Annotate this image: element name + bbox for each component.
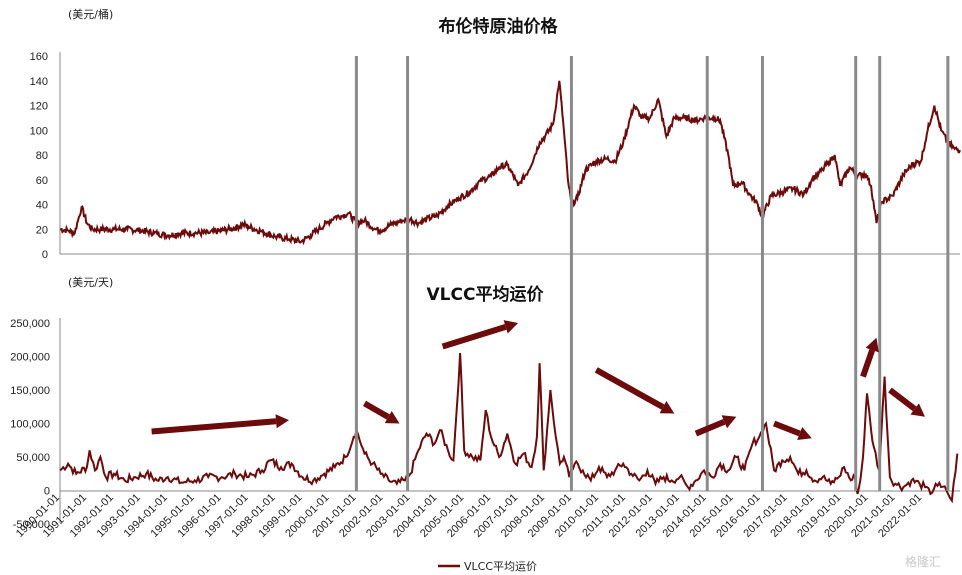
brent-y-tick-label: 40 <box>36 200 48 212</box>
vlcc-y-tick-label: 50,000 <box>16 452 50 464</box>
vlcc-title: VLCC平均运价 <box>427 284 545 305</box>
trend-arrow-shaft <box>594 367 665 410</box>
vlcc-y-tick-label: 100,000 <box>10 419 50 431</box>
vlcc-y-tick-label: 250,000 <box>10 318 50 330</box>
brent-price-panel: (美元/桶) 布伦特原油价格 0 20 40 60 80 100 120 140 160 <box>30 7 961 261</box>
brent-y-tick-label: 80 <box>36 150 48 162</box>
trend-arrow-head <box>865 337 879 353</box>
brent-y-tick-label: 160 <box>30 51 48 63</box>
trend-arrow-shaft <box>151 418 277 435</box>
legend: VLCC平均运价 <box>438 560 537 573</box>
brent-y-tick-label: 140 <box>30 76 48 88</box>
vlcc-y-unit: (美元/天) <box>68 276 113 289</box>
trend-arrow-shaft <box>362 400 390 420</box>
brent-y-unit: (美元/桶) <box>68 7 113 21</box>
trend-arrow-head <box>659 401 675 414</box>
brent-y-tick-label: 100 <box>30 125 48 137</box>
vlcc-y-tick-label: 0 <box>44 486 50 498</box>
trend-arrow-head <box>910 403 925 417</box>
trend-arrow-shaft <box>694 419 726 437</box>
brent-y-tick-label: 0 <box>42 249 48 261</box>
event-divider-lines <box>354 56 950 491</box>
brent-y-ticks: 0 20 40 60 80 100 120 140 160 <box>30 51 48 261</box>
trend-arrow-shaft <box>860 349 876 378</box>
trend-arrow-head <box>275 414 290 429</box>
trend-arrow-shaft <box>772 420 801 437</box>
brent-y-tick-label: 120 <box>30 101 48 113</box>
trend-arrow-head <box>503 320 519 334</box>
watermark: 格隆汇 <box>905 554 941 569</box>
brent-price-line <box>59 80 961 246</box>
brent-title: 布伦特原油价格 <box>439 16 559 37</box>
trend-arrow-head <box>721 415 737 429</box>
legend-label: VLCC平均运价 <box>464 560 537 573</box>
vlcc-y-tick-label: -50,000 <box>13 519 50 531</box>
trend-arrow-shaft <box>441 323 507 350</box>
trend-arrow-head <box>384 410 400 424</box>
vlcc-y-tick-label: 200,000 <box>10 352 50 364</box>
brent-y-tick-label: 20 <box>36 224 48 236</box>
trend-arrow-shaft <box>888 387 917 412</box>
trend-arrows <box>151 320 925 441</box>
vlcc-y-tick-label: 150,000 <box>10 385 50 397</box>
vlcc-rate-line <box>59 353 959 504</box>
vlcc-x-ticks: 1990-01-011991-01-011992-01-011993-01-01… <box>14 492 925 540</box>
vlcc-y-ticks: -50,000 0 50,000 100,000 150,000 200,000 250,0… <box>10 318 50 531</box>
vlcc-rate-panel: (美元/天) VLCC平均运价 -50,000 0 50,000 100,000 150… <box>10 276 960 540</box>
trend-arrow-head <box>797 426 812 441</box>
brent-y-tick-label: 60 <box>36 175 48 187</box>
